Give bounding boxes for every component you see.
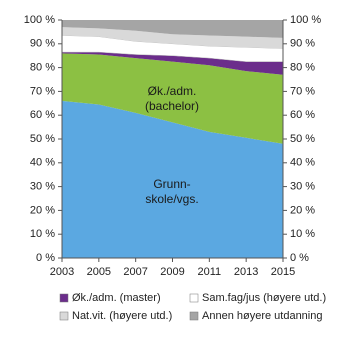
annotation: Grunn- (153, 177, 190, 191)
y-tick-label: 20 % (30, 204, 55, 216)
y2-tick-label: 40 % (290, 157, 315, 169)
x-tick-label: 2007 (123, 266, 147, 278)
y-tick-label: 40 % (30, 157, 55, 169)
legend-swatch (59, 311, 69, 321)
area (62, 27, 283, 49)
y2-tick-label: 100 % (290, 14, 321, 26)
y-tick-label: 30 % (30, 181, 55, 193)
x-tick-label: 2005 (87, 266, 111, 278)
y2-tick-label: 0 % (290, 252, 309, 264)
y-tick-label: 70 % (30, 85, 55, 97)
area (62, 53, 283, 144)
y-tick-label: 100 % (24, 14, 55, 26)
y-tick-label: 80 % (30, 62, 55, 74)
area (62, 20, 283, 38)
annotation: skole/vgs. (145, 192, 198, 206)
y2-tick-label: 10 % (290, 228, 315, 240)
x-tick-label: 2003 (50, 266, 74, 278)
area (62, 52, 283, 75)
x-tick-label: 2009 (160, 266, 184, 278)
y-tick-label: 60 % (30, 109, 55, 121)
y2-tick-label: 90 % (290, 38, 315, 50)
y2-tick-label: 80 % (290, 62, 315, 74)
x-tick-label: 2013 (234, 266, 258, 278)
y-tick-label: 10 % (30, 228, 55, 240)
x-tick-label: 2011 (198, 266, 222, 278)
legend-label: Nat.vit. (høyere utd.) (72, 310, 172, 322)
y2-tick-label: 60 % (290, 109, 315, 121)
y2-tick-label: 30 % (290, 181, 315, 193)
legend-label: Sam.fag/jus (høyere utd.) (202, 292, 326, 304)
annotation: Øk./adm. (148, 84, 197, 98)
x-tick-label: 2015 (271, 266, 295, 278)
y2-tick-label: 20 % (290, 204, 315, 216)
y-tick-label: 90 % (30, 38, 55, 50)
y-tick-label: 0 % (36, 252, 55, 264)
legend-label: Annen høyere utdanning (202, 310, 322, 322)
legend-swatch (189, 311, 199, 321)
y2-tick-label: 70 % (290, 85, 315, 97)
y2-tick-label: 50 % (290, 133, 315, 145)
legend-swatch (189, 293, 199, 303)
annotation: (bachelor) (145, 99, 199, 113)
legend-swatch (59, 293, 69, 303)
y-tick-label: 50 % (30, 133, 55, 145)
area (62, 100, 283, 258)
legend-label: Øk./adm. (master) (72, 292, 161, 304)
